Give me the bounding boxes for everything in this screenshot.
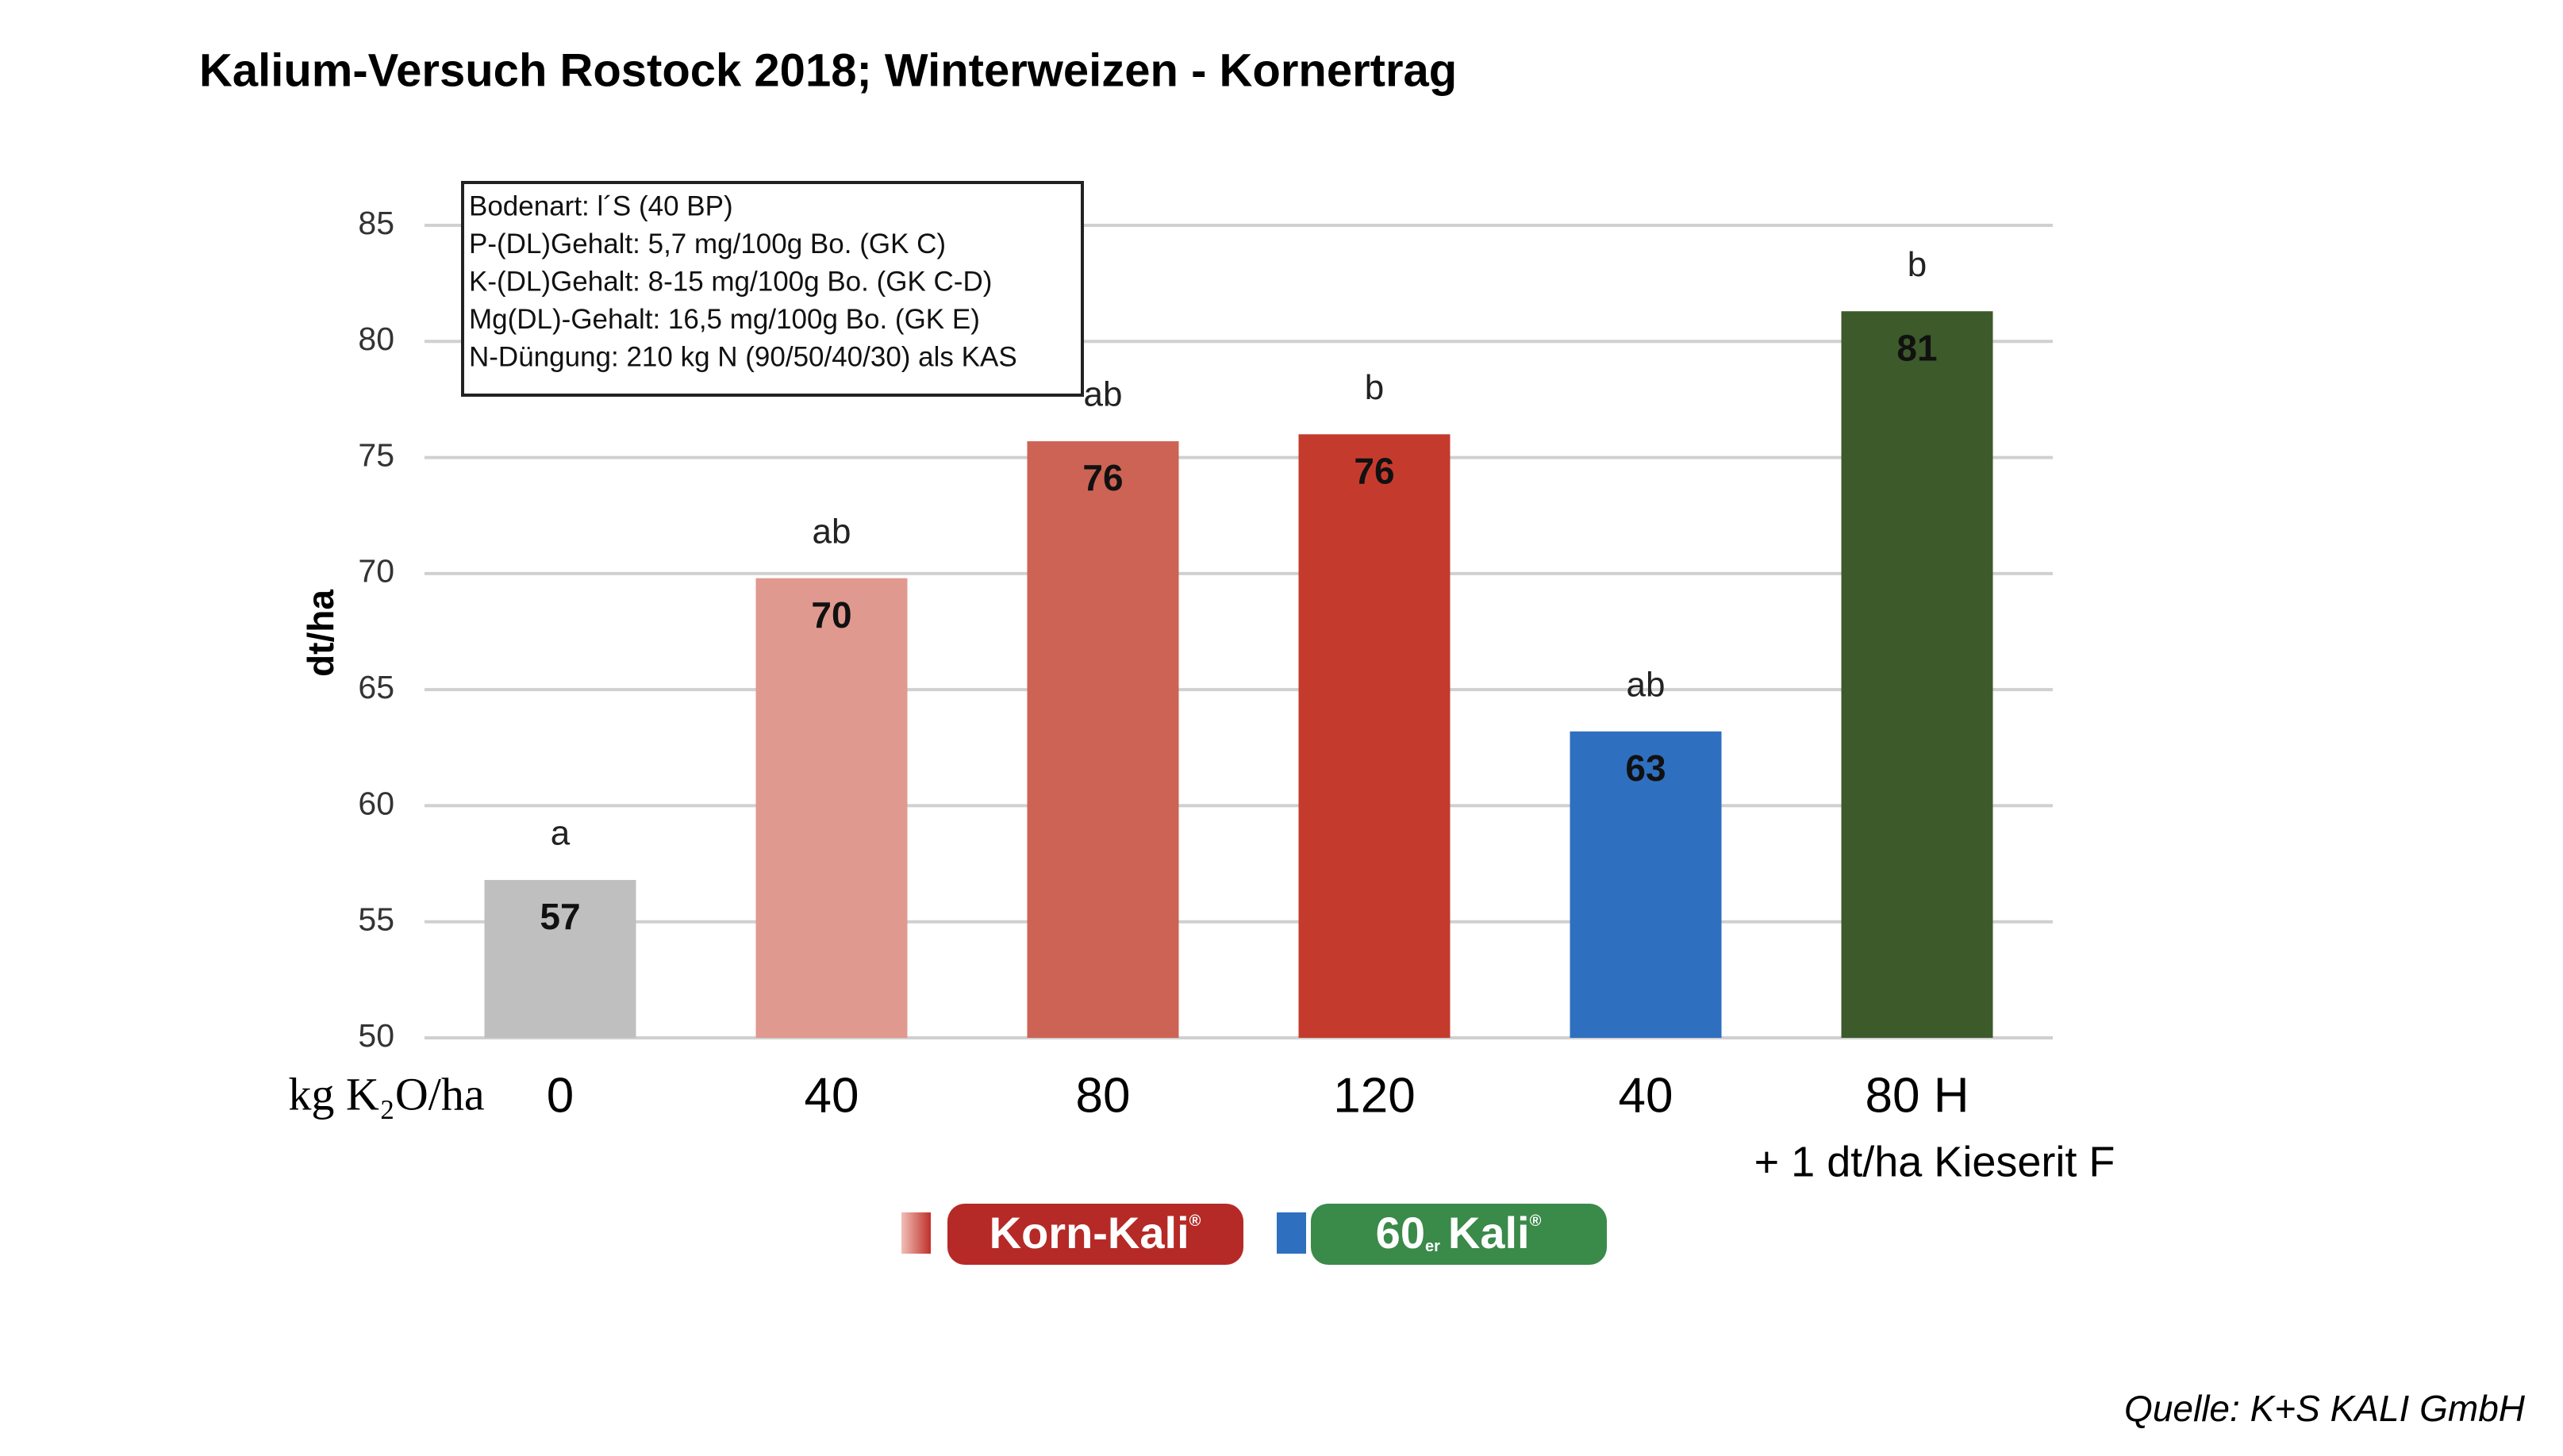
info-line: Bodenart: l´S (40 BP) — [469, 190, 733, 221]
y-tick-label: 60 — [358, 785, 394, 821]
legend-label: 60er Kali® — [1376, 1208, 1542, 1258]
source: Quelle: K+S KALI GmbH — [2124, 1388, 2526, 1429]
legend-badge — [1311, 1204, 1607, 1265]
legend-swatch — [1277, 1212, 1306, 1254]
legend-name: Korn-Kali — [989, 1208, 1189, 1258]
info-line: P-(DL)Gehalt: 5,7 mg/100g Bo. (GK C) — [469, 229, 946, 259]
info-line: N-Düngung: 210 kg N (90/50/40/30) als KA… — [469, 341, 1017, 372]
y-tick-label: 85 — [358, 205, 394, 241]
y-tick-label: 70 — [358, 553, 394, 590]
info-box — [461, 181, 1084, 397]
value-label: 70 — [811, 594, 851, 636]
info-line: K-(DL)Gehalt: 8-15 mg/100g Bo. (GK C-D) — [469, 266, 992, 297]
significance-letter: ab — [1627, 665, 1666, 704]
legend-name: Kali — [1448, 1208, 1530, 1258]
legend-mark: ® — [1189, 1212, 1201, 1230]
y-tick-label: 80 — [358, 321, 394, 357]
legend-prefix: 60 — [1376, 1208, 1425, 1258]
bar — [1027, 441, 1179, 1038]
legend-mark: ® — [1530, 1212, 1542, 1230]
y-tick-label: 75 — [358, 436, 394, 473]
significance-letter: b — [1908, 245, 1927, 284]
x-tick-label: 120 — [1333, 1068, 1415, 1123]
significance-letter: ab — [813, 512, 851, 551]
bar — [484, 880, 636, 1038]
category-note: + 1 dt/ha Kieserit F — [1754, 1138, 2115, 1185]
x-tick-label: 80 H — [1866, 1068, 1969, 1123]
bar — [1570, 731, 1722, 1038]
info-line: Mg(DL)-Gehalt: 16,5 mg/100g Bo. (GK E) — [469, 304, 980, 335]
bar — [755, 578, 908, 1038]
y-tick-label: 55 — [358, 901, 394, 938]
value-label: 63 — [1625, 747, 1666, 789]
legend-swatch — [901, 1212, 931, 1254]
value-label: 57 — [540, 896, 580, 937]
significance-letter: ab — [1084, 375, 1123, 414]
x-tick-label: 80 — [1076, 1068, 1131, 1123]
bar — [1841, 311, 1993, 1038]
legend-suffix: er — [1425, 1238, 1440, 1255]
chart-title: Kalium-Versuch Rostock 2018; Winterweize… — [199, 44, 1457, 96]
legend-badge — [947, 1204, 1243, 1265]
significance-letter: b — [1365, 368, 1384, 407]
bar — [1298, 434, 1451, 1038]
legend-label: Korn-Kali® — [989, 1208, 1201, 1258]
x-axis-label: kg K₂O/ha — [288, 1068, 484, 1120]
y-tick-label: 65 — [358, 669, 394, 705]
x-tick-label: 40 — [805, 1068, 859, 1123]
significance-letter: a — [551, 814, 571, 853]
x-tick-label: 40 — [1619, 1068, 1673, 1123]
value-label: 76 — [1082, 457, 1123, 498]
y-tick-label: 50 — [358, 1017, 394, 1054]
y-axis-label: dt/ha — [300, 590, 341, 677]
value-label: 76 — [1354, 450, 1394, 491]
x-tick-label: 0 — [547, 1068, 574, 1123]
value-label: 81 — [1896, 327, 1937, 368]
